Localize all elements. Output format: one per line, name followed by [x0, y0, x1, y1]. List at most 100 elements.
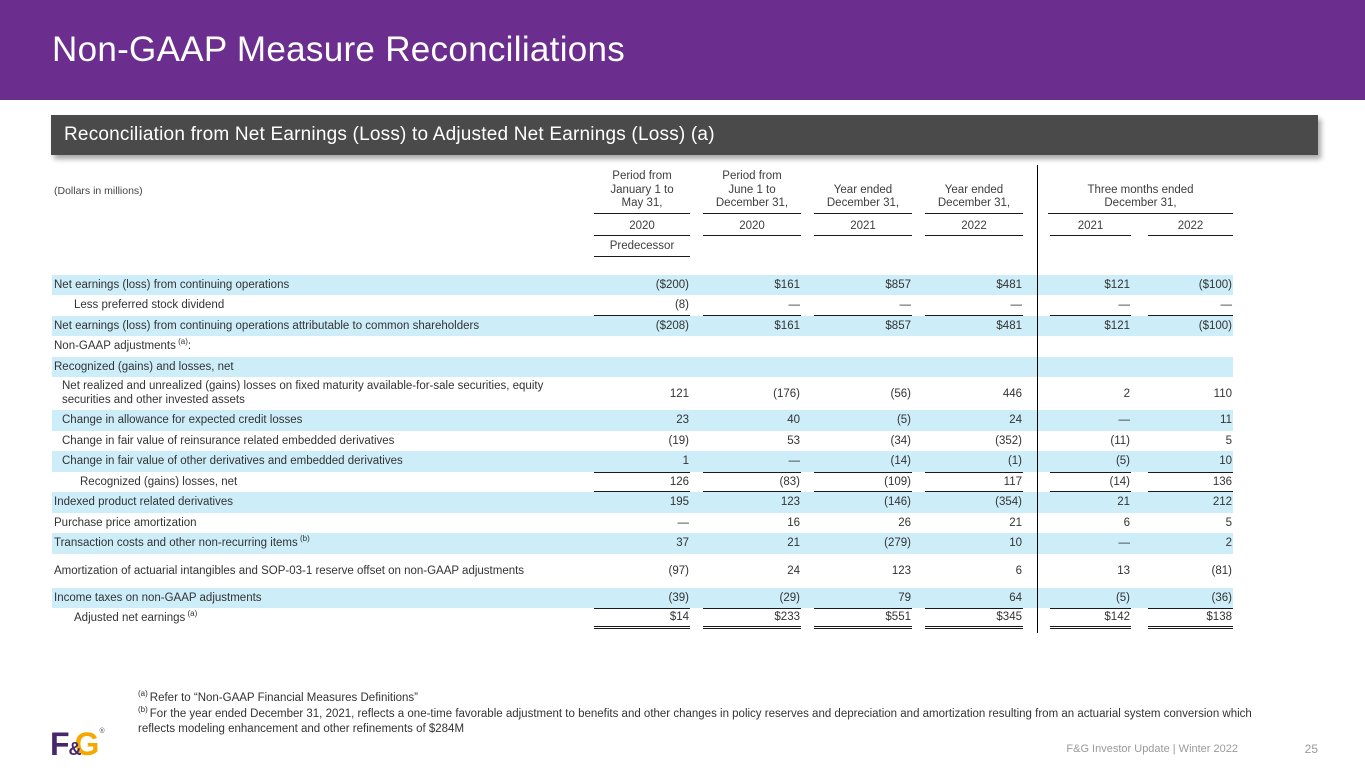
cell-value: 10 — [1009, 537, 1022, 550]
table-row: Less preferred stock dividend (8) — — — — — — [52, 295, 1233, 316]
cell-value: 16 — [787, 516, 800, 529]
row-label: Non-GAAP adjustments (a): — [54, 337, 192, 353]
cell-value: (146) — [884, 496, 911, 509]
cell-value — [925, 357, 1023, 378]
cell-value: — — [703, 295, 801, 316]
title-banner: Non-GAAP Measure Reconciliations — [0, 0, 1365, 100]
cell-value: (109) — [814, 471, 912, 492]
table-row: Net earnings (loss) from continuing oper… — [52, 315, 1233, 336]
logo-registered-mark: ® — [99, 728, 105, 735]
row-label: Change in fair value of reinsurance rela… — [62, 434, 395, 447]
cell-value: 53 — [787, 434, 800, 447]
cell-value: (83) — [703, 471, 801, 492]
cell-value: (36) — [1211, 591, 1232, 604]
year-label-2021: 2021 — [814, 220, 912, 236]
cell-value — [594, 357, 690, 378]
table-row: Change in allowance for expected credit … — [52, 410, 1233, 431]
table-row: Income taxes on non-GAAP adjustments (39)… — [52, 587, 1233, 608]
cell-value: $345 — [925, 608, 1023, 629]
year-label-q-2021: 2021 — [1050, 220, 1131, 236]
cell-value — [925, 336, 1023, 357]
cell-value: $121 — [1104, 319, 1130, 332]
table-row: Amortization of actuarial intangibles an… — [52, 560, 1233, 582]
cell-value: — — [1118, 537, 1131, 550]
cell-value: (39) — [668, 591, 689, 604]
table-row: Change in fair value of reinsurance rela… — [52, 431, 1233, 452]
cell-value: ($100) — [1198, 278, 1232, 291]
cell-value: (56) — [890, 387, 911, 400]
cell-value — [1148, 336, 1233, 357]
cell-value: 6 — [1123, 516, 1130, 529]
table-row: Adjusted net earnings (a) $14 $233 $551 $345… — [52, 608, 1233, 629]
row-label: Amortization of actuarial intangibles an… — [54, 564, 525, 577]
table-row: Net earnings (loss) from continuing oper… — [52, 274, 1233, 295]
cell-value: — — [925, 295, 1023, 316]
cell-value: (5) — [1115, 591, 1130, 604]
table-header: (Dollars in millions) Period from Januar… — [52, 170, 1233, 257]
cell-value: $161 — [774, 319, 800, 332]
table-row: Recognized (gains) and losses, net — [52, 356, 1233, 378]
row-label: Net earnings (loss) from continuing oper… — [54, 319, 480, 332]
table-row: Non-GAAP adjustments (a): — [52, 336, 1233, 357]
slide-title: Non-GAAP Measure Reconciliations — [52, 30, 626, 69]
cell-value: 121 — [669, 387, 689, 400]
table-row: Indexed product related derivatives 195 12… — [52, 492, 1233, 513]
cell-value: 79 — [898, 591, 911, 604]
cell-value: — — [1050, 295, 1131, 316]
fg-logo: F&G® — [50, 728, 105, 760]
cell-value: 24 — [1009, 414, 1022, 427]
predecessor-label: Predecessor — [594, 240, 690, 257]
table-row: Change in fair value of other derivative… — [52, 451, 1233, 472]
year-label-2022: 2022 — [925, 220, 1023, 236]
cell-value: $857 — [885, 278, 911, 291]
logo-letter-g: G — [74, 726, 100, 762]
row-label: Recognized (gains) and losses, net — [54, 360, 234, 373]
cell-value: 6 — [1015, 564, 1022, 577]
cell-value: (97) — [668, 564, 689, 577]
cell-value: 13 — [1117, 564, 1130, 577]
cell-value: ($100) — [1198, 319, 1232, 332]
year-label-q-2022: 2022 — [1148, 220, 1233, 236]
column-header-period-jan-may-2020: Period from January 1 to May 31, — [594, 170, 690, 214]
cell-value: (81) — [1211, 564, 1232, 577]
cell-value: — — [788, 455, 801, 468]
cell-value: $161 — [774, 278, 800, 291]
cell-value: 5 — [1225, 516, 1232, 529]
column-divider-line — [1037, 165, 1038, 633]
footer-text: F&G Investor Update | Winter 2022 — [1066, 743, 1238, 755]
year-label-2020b: 2020 — [703, 220, 801, 236]
cell-value: (8) — [594, 295, 690, 316]
footnote-b-text: For the year ended December 31, 2021, re… — [138, 707, 1252, 736]
reconciliation-table: (Dollars in millions) Period from Januar… — [52, 165, 1233, 633]
cell-value: $551 — [814, 608, 912, 629]
cell-value: 23 — [676, 414, 689, 427]
cell-value — [1050, 336, 1131, 357]
section-header-bar: Reconciliation from Net Earnings (Loss) … — [51, 115, 1318, 155]
footnote-a-marker: (a) — [138, 689, 148, 699]
column-header-period-jun-dec-2020: Period from June 1 to December 31, — [703, 170, 801, 214]
cell-value: — — [1148, 295, 1233, 316]
cell-value: ($200) — [655, 278, 689, 291]
cell-value: 126 — [594, 471, 690, 492]
cell-value: $121 — [1104, 278, 1130, 291]
cell-value: (14) — [890, 455, 911, 468]
cell-value: (14) — [1050, 471, 1131, 492]
cell-value — [1050, 357, 1131, 378]
cell-value: 26 — [898, 516, 911, 529]
cell-value: — — [677, 516, 690, 529]
cell-value: 5 — [1225, 434, 1232, 447]
cell-value: 2 — [1225, 537, 1232, 550]
table-row: Transaction costs and other non-recurrin… — [52, 533, 1233, 554]
column-header-year-ended-2021: Year ended December 31, — [814, 184, 912, 214]
logo-letter-f: F — [50, 726, 70, 762]
cell-value: 110 — [1213, 387, 1232, 400]
cell-value: 21 — [1117, 496, 1130, 509]
cell-value: 1 — [682, 455, 689, 468]
footnotes: (a) Refer to “Non-GAAP Financial Measures… — [138, 689, 1280, 738]
units-label: (Dollars in millions) — [54, 185, 143, 197]
cell-value: — — [814, 295, 912, 316]
row-label: Change in allowance for expected credit … — [62, 414, 303, 427]
row-label: Change in fair value of other derivative… — [62, 455, 403, 468]
cell-value: 123 — [780, 496, 800, 509]
cell-value — [814, 336, 912, 357]
